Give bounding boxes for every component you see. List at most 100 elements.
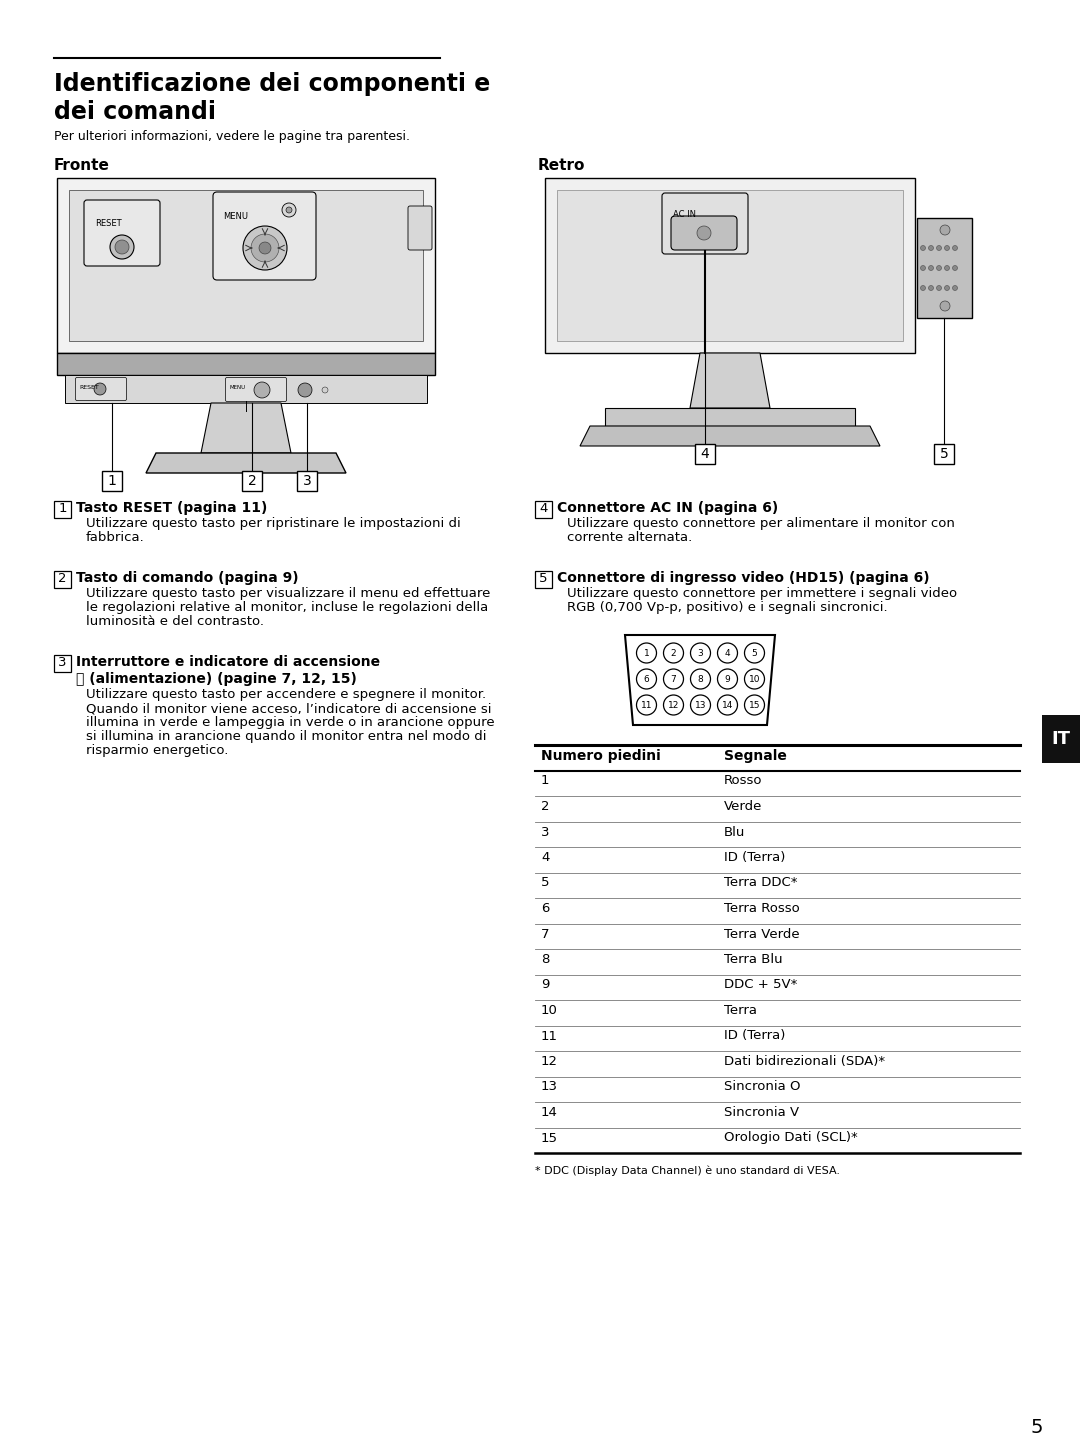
Circle shape (717, 695, 738, 715)
Circle shape (251, 233, 279, 262)
Text: Dati bidirezionali (SDA)*: Dati bidirezionali (SDA)* (724, 1055, 886, 1068)
Circle shape (940, 301, 950, 311)
FancyBboxPatch shape (54, 571, 71, 588)
FancyBboxPatch shape (102, 471, 122, 491)
Text: Terra: Terra (724, 1004, 757, 1017)
FancyBboxPatch shape (917, 218, 972, 318)
Text: 12: 12 (667, 700, 679, 709)
Circle shape (243, 226, 287, 269)
FancyBboxPatch shape (934, 444, 954, 464)
Text: ID (Terra): ID (Terra) (724, 1029, 785, 1042)
Text: 1: 1 (108, 474, 117, 488)
Circle shape (322, 388, 328, 393)
Circle shape (717, 669, 738, 689)
Circle shape (690, 643, 711, 663)
Text: Quando il monitor viene acceso, l’indicatore di accensione si: Quando il monitor viene acceso, l’indica… (86, 702, 491, 715)
Text: Rosso: Rosso (724, 774, 762, 787)
Text: Connettore AC IN (pagina 6): Connettore AC IN (pagina 6) (557, 501, 779, 514)
Text: 1: 1 (58, 503, 67, 516)
Text: 2: 2 (58, 572, 67, 585)
Circle shape (690, 669, 711, 689)
FancyBboxPatch shape (535, 500, 552, 517)
Circle shape (920, 245, 926, 251)
Circle shape (945, 265, 949, 271)
Text: luminosità e del contrasto.: luminosità e del contrasto. (86, 615, 264, 628)
Circle shape (697, 226, 711, 241)
Text: Tasto di comando (pagina 9): Tasto di comando (pagina 9) (76, 571, 299, 585)
Text: 3: 3 (302, 474, 311, 488)
Text: Identificazione dei componenti e: Identificazione dei componenti e (54, 72, 490, 97)
Text: Sincronia V: Sincronia V (724, 1107, 799, 1120)
Text: 2: 2 (671, 648, 676, 657)
FancyBboxPatch shape (213, 192, 316, 280)
Circle shape (636, 643, 657, 663)
Circle shape (929, 285, 933, 291)
FancyBboxPatch shape (54, 500, 71, 517)
Circle shape (945, 285, 949, 291)
Text: AC IN: AC IN (673, 210, 696, 219)
Text: 4: 4 (725, 648, 730, 657)
Text: corrente alternata.: corrente alternata. (567, 530, 692, 545)
Text: dei comandi: dei comandi (54, 99, 216, 124)
Text: Retro: Retro (538, 159, 585, 173)
Text: 2: 2 (247, 474, 256, 488)
Text: 5: 5 (940, 447, 948, 461)
Circle shape (636, 669, 657, 689)
Text: Utilizzare questo tasto per ripristinare le impostazioni di: Utilizzare questo tasto per ripristinare… (86, 517, 461, 530)
Text: 9: 9 (725, 674, 730, 683)
Text: Segnale: Segnale (724, 749, 787, 762)
FancyBboxPatch shape (671, 216, 737, 249)
Text: Sincronia O: Sincronia O (724, 1081, 800, 1094)
Circle shape (110, 235, 134, 259)
Text: DDC + 5V*: DDC + 5V* (724, 978, 797, 991)
Circle shape (259, 242, 271, 254)
Text: RESET: RESET (79, 385, 98, 391)
Text: Fronte: Fronte (54, 159, 110, 173)
Text: 14: 14 (721, 700, 733, 709)
Text: 11: 11 (541, 1029, 558, 1042)
FancyBboxPatch shape (76, 378, 126, 401)
Text: 14: 14 (541, 1107, 558, 1120)
FancyBboxPatch shape (605, 408, 855, 427)
Text: Verde: Verde (724, 800, 762, 813)
Circle shape (936, 285, 942, 291)
Text: Tasto RESET (pagina 11): Tasto RESET (pagina 11) (76, 501, 268, 514)
Text: 1: 1 (644, 648, 649, 657)
Text: 3: 3 (698, 648, 703, 657)
Text: 13: 13 (694, 700, 706, 709)
Circle shape (929, 245, 933, 251)
Circle shape (114, 241, 129, 254)
Circle shape (953, 245, 958, 251)
Text: 3: 3 (58, 657, 67, 670)
FancyBboxPatch shape (297, 471, 318, 491)
Text: Orologio Dati (SCL)*: Orologio Dati (SCL)* (724, 1131, 858, 1144)
Circle shape (286, 208, 292, 213)
FancyBboxPatch shape (696, 444, 715, 464)
Text: Connettore di ingresso video (HD15) (pagina 6): Connettore di ingresso video (HD15) (pag… (557, 571, 930, 585)
FancyBboxPatch shape (65, 375, 427, 403)
Text: 4: 4 (701, 447, 710, 461)
Text: Terra DDC*: Terra DDC* (724, 876, 797, 889)
Text: 4: 4 (539, 503, 548, 516)
FancyBboxPatch shape (535, 571, 552, 588)
Text: Utilizzare questo connettore per alimentare il monitor con: Utilizzare questo connettore per aliment… (567, 517, 955, 530)
Text: 12: 12 (541, 1055, 558, 1068)
Text: Utilizzare questo tasto per visualizzare il menu ed effettuare: Utilizzare questo tasto per visualizzare… (86, 586, 490, 599)
Circle shape (663, 643, 684, 663)
FancyBboxPatch shape (57, 179, 435, 353)
FancyBboxPatch shape (408, 206, 432, 249)
Circle shape (929, 265, 933, 271)
Circle shape (920, 285, 926, 291)
Text: * DDC (Display Data Channel) è uno standard di VESA.: * DDC (Display Data Channel) è uno stand… (535, 1164, 840, 1176)
Text: 6: 6 (644, 674, 649, 683)
Polygon shape (690, 353, 770, 408)
Text: 1: 1 (541, 774, 550, 787)
Circle shape (663, 695, 684, 715)
Text: MENU: MENU (222, 212, 248, 220)
Text: fabbrica.: fabbrica. (86, 530, 145, 545)
FancyBboxPatch shape (557, 190, 903, 342)
Text: Blu: Blu (724, 826, 745, 839)
Text: illumina in verde e lampeggia in verde o in arancione oppure: illumina in verde e lampeggia in verde o… (86, 716, 495, 729)
Text: RGB (0,700 Vp-p, positivo) e i segnali sincronici.: RGB (0,700 Vp-p, positivo) e i segnali s… (567, 601, 888, 614)
Text: Utilizzare questo tasto per accendere e spegnere il monitor.: Utilizzare questo tasto per accendere e … (86, 687, 486, 700)
